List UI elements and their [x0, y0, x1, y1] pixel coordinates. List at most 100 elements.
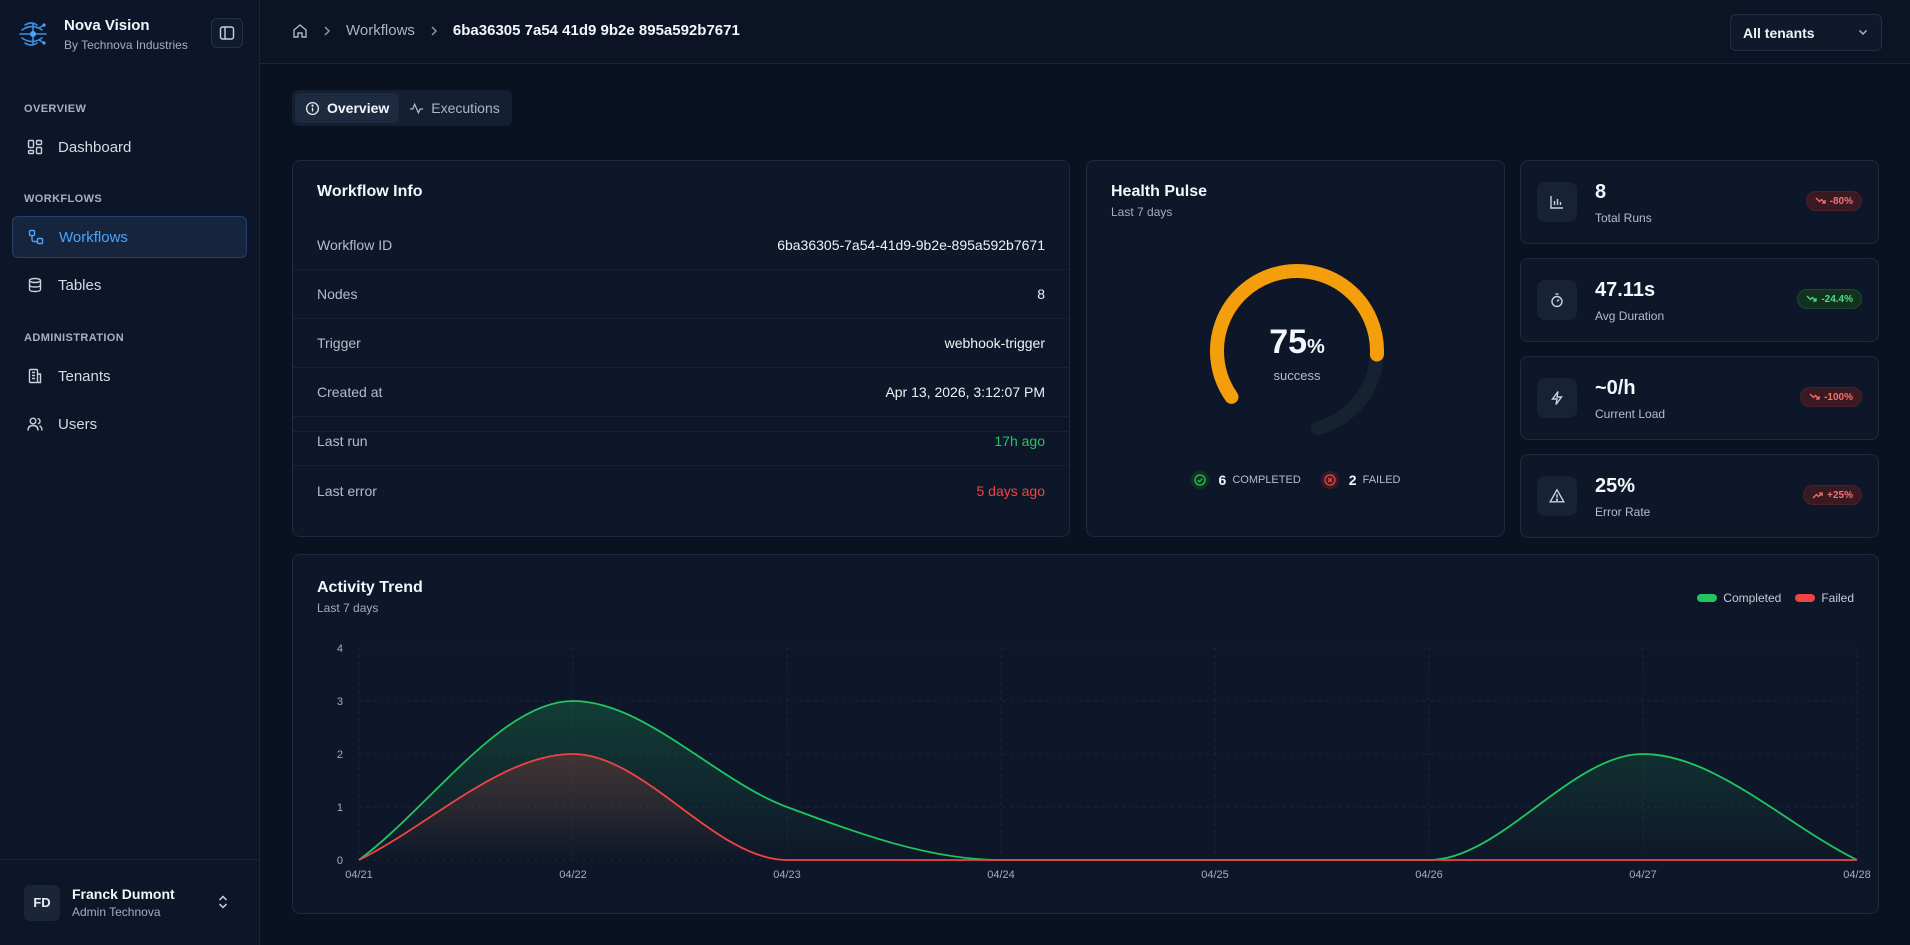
- sidebar-item-tables[interactable]: Tables: [12, 264, 247, 306]
- info-value: webhook-trigger: [944, 335, 1045, 351]
- building-icon: [26, 367, 44, 385]
- y-tick-label: 2: [337, 749, 343, 761]
- stat-label: Total Runs: [1595, 211, 1652, 225]
- y-tick-label: 3: [337, 696, 343, 708]
- stat-value: 25%: [1595, 475, 1636, 497]
- breadcrumb-workflows-link[interactable]: Workflows: [346, 22, 415, 39]
- dashboard-icon: [26, 138, 44, 156]
- health-pulse-card: Health Pulse Last 7 days 75% success 6 CO…: [1086, 160, 1505, 537]
- user-role: Admin Technova: [72, 905, 161, 919]
- stat-card-total-runs: 8 Total Runs -80%: [1520, 160, 1879, 244]
- activity-icon: [409, 101, 424, 116]
- breadcrumb-current: 6ba36305 7a54 41d9 9b2e 895a592b7671: [452, 22, 740, 39]
- sidebar-item-users[interactable]: Users: [12, 403, 247, 445]
- info-label: Nodes: [317, 286, 358, 302]
- sidebar-item-label: Workflows: [59, 228, 128, 246]
- card-title: Health Pulse: [1111, 183, 1208, 200]
- success-label: success: [1273, 368, 1321, 383]
- tab-label: Overview: [327, 100, 390, 116]
- trend-down-icon: [1809, 393, 1820, 401]
- warning-icon: [1537, 476, 1577, 516]
- tab-list: Overview Executions: [292, 90, 512, 126]
- info-row-last-error: Last error 5 days ago: [293, 466, 1069, 515]
- home-icon[interactable]: [292, 23, 308, 39]
- x-tick-label: 04/26: [1415, 869, 1443, 881]
- card-title: Workflow Info: [317, 183, 423, 200]
- card-subtitle: Last 7 days: [1111, 205, 1173, 219]
- tab-label: Executions: [431, 100, 500, 116]
- completed-count: 6 COMPLETED: [1190, 471, 1301, 489]
- x-tick-label: 04/24: [987, 869, 1015, 881]
- x-circle-icon: [1320, 471, 1339, 489]
- sidebar-item-tenants[interactable]: Tenants: [12, 355, 247, 397]
- tab-executions[interactable]: Executions: [399, 93, 509, 123]
- x-tick-label: 04/27: [1629, 869, 1657, 881]
- tab-overview[interactable]: Overview: [295, 93, 400, 123]
- legend-swatch: [1795, 594, 1816, 602]
- info-value: Apr 13, 2026, 3:12:07 PM: [885, 384, 1045, 400]
- brand-logo-icon: [19, 22, 47, 46]
- user-menu[interactable]: FD Franck Dumont Admin Technova: [0, 859, 259, 945]
- workflow-info-rows: Workflow ID 6ba36305-7a54-41d9-9b2e-895a…: [293, 221, 1069, 521]
- series-area-completed: [359, 701, 1857, 860]
- users-icon: [26, 415, 44, 433]
- info-row-created-at: Created at Apr 13, 2026, 3:12:07 PM: [293, 368, 1069, 417]
- info-label: Last error: [317, 482, 377, 499]
- activity-trend-card: Activity Trend Last 7 days Completed Fai…: [292, 554, 1879, 914]
- y-tick-label: 0: [337, 855, 343, 867]
- card-title: Activity Trend: [317, 579, 423, 596]
- info-icon: [305, 101, 320, 116]
- bar-chart-icon: [1537, 182, 1577, 222]
- activity-chart: 0 1 2 3 4 04/21 04/22 04/23 04/24 04/25 04/26 04/27…: [337, 643, 1871, 881]
- bolt-icon: [1537, 378, 1577, 418]
- breadcrumb: Workflows 6ba36305 7a54 41d9 9b2e 895a59…: [292, 22, 740, 39]
- y-tick-label: 4: [337, 643, 343, 655]
- chevron-right-icon: [429, 25, 439, 37]
- legend-swatch: [1697, 594, 1718, 602]
- legend-item-completed[interactable]: Completed: [1697, 591, 1781, 605]
- sidebar-item-label: Tenants: [58, 367, 111, 385]
- info-row-nodes: Nodes 8: [293, 270, 1069, 319]
- x-tick-label: 04/25: [1201, 869, 1229, 881]
- brand[interactable]: Nova Vision By Technova Industries: [16, 14, 188, 54]
- sidebar: Nova Vision By Technova Industries OVERV…: [0, 0, 260, 945]
- trend-badge: -80%: [1805, 191, 1862, 211]
- series-area-failed: [359, 754, 1857, 860]
- stat-card-avg-duration: 47.11s Avg Duration -24.4%: [1520, 258, 1879, 342]
- check-circle-icon: [1190, 471, 1209, 489]
- chart-legend: Completed Failed: [1683, 591, 1854, 605]
- health-gauge-ring: [1210, 264, 1384, 436]
- info-label: Created at: [317, 384, 383, 400]
- stat-label: Current Load: [1595, 407, 1666, 421]
- trend-badge: -24.4%: [1797, 289, 1862, 309]
- series-line-failed[interactable]: [358, 753, 1857, 861]
- sidebar-item-workflows[interactable]: Workflows: [12, 216, 247, 258]
- sidebar-item-label: Tables: [58, 276, 102, 294]
- nav-section-workflows: WORKFLOWS: [24, 193, 103, 205]
- tenant-select[interactable]: All tenants: [1730, 14, 1882, 51]
- info-label: Last run: [317, 433, 368, 449]
- workflow-info-card: Workflow Info: [292, 160, 1070, 537]
- chevron-up-down-icon: [218, 895, 228, 909]
- health-gauge: 75% success: [1197, 261, 1397, 441]
- database-icon: [26, 276, 44, 294]
- chevron-right-icon: [322, 25, 332, 37]
- collapse-sidebar-button[interactable]: [211, 18, 243, 48]
- trend-up-icon: [1812, 491, 1823, 499]
- info-label: Workflow ID: [317, 237, 393, 253]
- legend-item-failed[interactable]: Failed: [1795, 591, 1854, 605]
- nav-section-administration: ADMINISTRATION: [24, 332, 125, 344]
- info-value: 6ba36305-7a54-41d9-9b2e-895a592b7671: [777, 237, 1045, 253]
- sidebar-item-label: Users: [58, 415, 98, 433]
- sidebar-item-dashboard[interactable]: Dashboard: [12, 126, 247, 168]
- brand-subtitle: By Technova Industries: [64, 37, 188, 52]
- y-tick-label: 1: [337, 802, 343, 814]
- x-tick-label: 04/28: [1843, 869, 1871, 881]
- stat-value: 47.11s: [1595, 279, 1656, 301]
- timer-icon: [1537, 280, 1577, 320]
- stat-label: Avg Duration: [1595, 309, 1665, 323]
- trend-badge: -100%: [1800, 387, 1862, 407]
- tenant-select-value: All tenants: [1743, 24, 1815, 41]
- trend-down-icon: [1815, 197, 1826, 205]
- health-legend: 6 COMPLETED 2 FAILED: [1087, 471, 1504, 489]
